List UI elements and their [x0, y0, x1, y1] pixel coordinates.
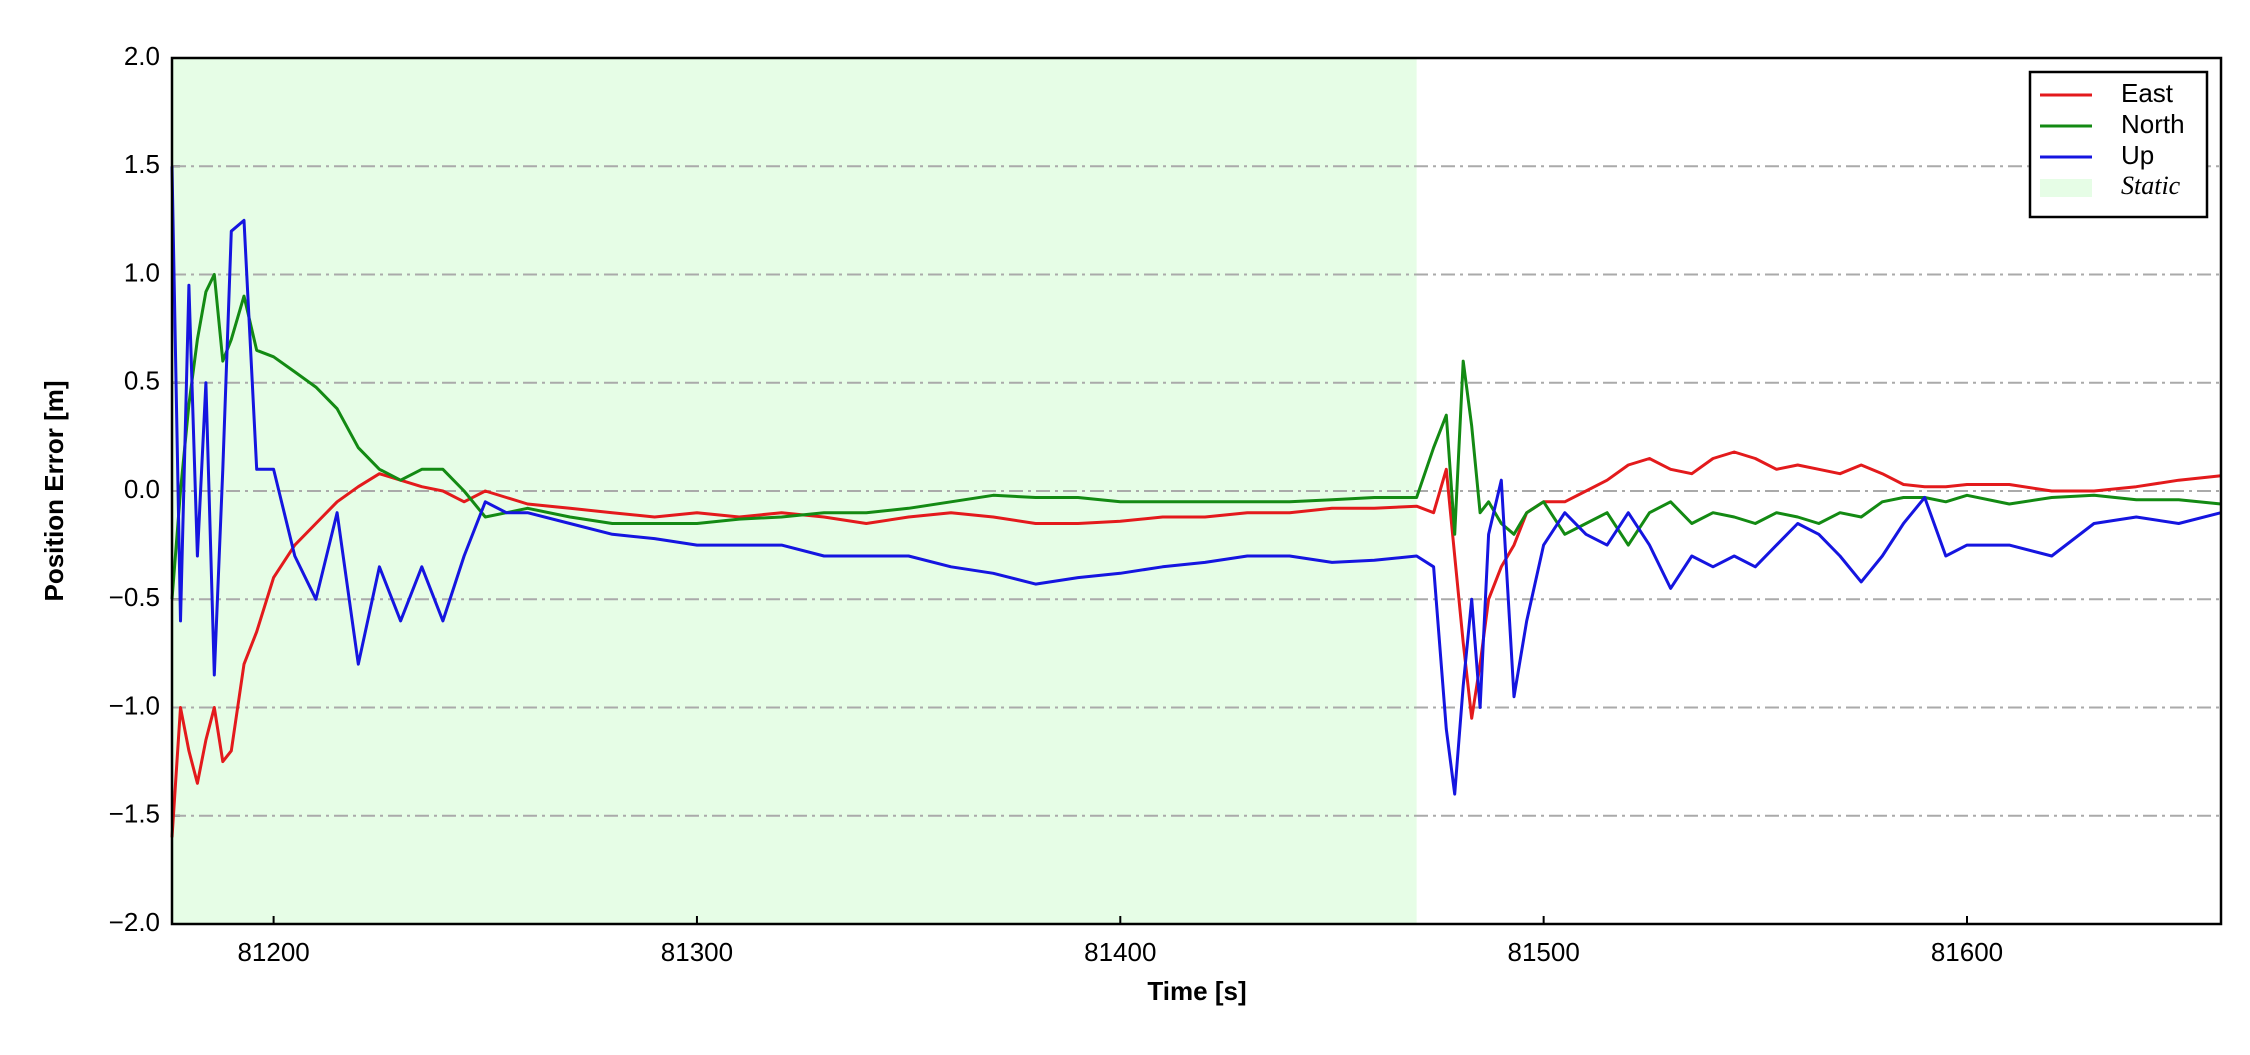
y-tick-label: 2.0 — [124, 41, 160, 71]
plot-frame — [170, 56, 2223, 926]
x-tick-label: 81600 — [1931, 937, 2003, 967]
y-tick-label: −1.0 — [109, 690, 160, 720]
legend-label: North — [2121, 109, 2185, 139]
legend-swatch — [2040, 179, 2092, 197]
y-tick-label: 1.5 — [124, 149, 160, 179]
legend-label: East — [2121, 78, 2174, 108]
y-tick-label: 0.0 — [124, 474, 160, 504]
data-line — [170, 273, 2222, 600]
y-axis-label: Position Error [m] — [39, 380, 69, 601]
data-line — [170, 166, 2222, 796]
x-axis-label: Time [s] — [1147, 976, 1246, 1006]
x-tick-label: 81300 — [661, 937, 733, 967]
x-tick-label: 81500 — [1507, 937, 1579, 967]
legend-label: Static — [2121, 171, 2181, 200]
y-tick-label: −2.0 — [109, 907, 160, 937]
x-tick-label: 81200 — [237, 937, 309, 967]
y-tick-label: 0.5 — [124, 366, 160, 396]
x-tick-label: 81400 — [1084, 937, 1156, 967]
y-tick-label: −1.5 — [109, 799, 160, 829]
y-tick-label: −0.5 — [109, 582, 160, 612]
legend-label: Up — [2121, 140, 2154, 170]
data-line — [170, 450, 2222, 838]
y-tick-label: 1.0 — [124, 257, 160, 287]
